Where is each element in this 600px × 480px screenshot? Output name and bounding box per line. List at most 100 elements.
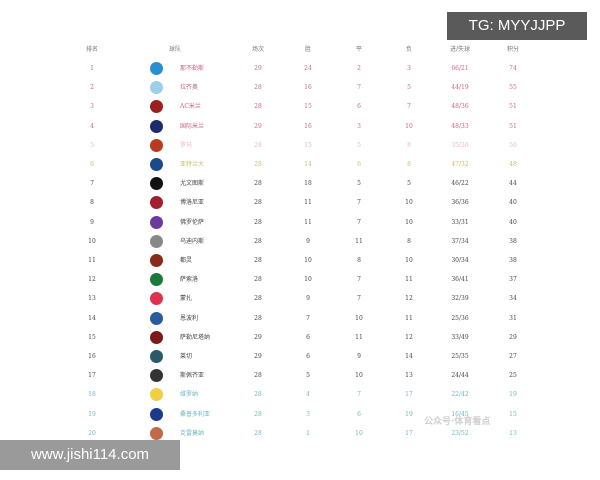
cell-goals: 25/36 [451,314,469,322]
cell-won: 24 [304,65,312,72]
cell-played: 29 [254,333,262,341]
cell-drawn: 11 [355,333,363,341]
team-name[interactable]: 那不勒斯 [180,65,205,72]
cell-won: 10 [304,276,312,284]
cell-points: 40 [509,199,517,207]
cell-drawn: 7 [357,391,361,399]
header-drawn: 平 [355,46,363,53]
cell-points: 31 [509,314,517,322]
team-name[interactable]: 桑普多利亚 [180,410,211,418]
cell-won: 14 [304,161,312,168]
team-logo-icon [150,311,163,325]
cell-points: 74 [509,65,517,72]
cell-played: 29 [254,65,262,72]
team-logo-icon [150,330,163,344]
cell-points: 29 [509,333,517,341]
team-name[interactable]: AC米兰 [180,103,201,111]
cell-drawn: 5 [357,141,361,149]
cell-lost: 12 [405,333,413,341]
team-name[interactable]: 萨勒尼塔纳 [180,333,211,341]
cell-drawn: 7 [357,84,361,92]
header-won: 胜 [304,46,312,53]
cell-points: 38 [509,257,517,264]
cell-lost: 11 [405,314,413,322]
cell-rank: 9 [90,218,94,226]
team-name[interactable]: 都灵 [180,257,193,264]
team-name[interactable]: 恩波利 [180,314,199,322]
team-name[interactable]: 莱切 [180,353,193,360]
cell-drawn: 5 [357,180,361,188]
team-name[interactable]: 尤文图斯 [180,180,205,188]
cell-goals: 36/41 [451,276,469,284]
cell-drawn: 6 [357,161,361,168]
table-row: 19 28 3 6 19 16/45 15 桑普多利亚 [72,405,542,424]
team-name[interactable]: 克雷莫纳 [180,429,205,437]
site-watermark: www.jishi114.com [0,440,180,470]
cell-lost: 7 [407,103,411,111]
table-row: 14 28 7 10 11 25/36 31 恩波利 [72,309,542,328]
cell-won: 7 [306,314,310,322]
cell-won: 3 [306,410,310,418]
cell-drawn: 10 [355,314,363,322]
cell-points: 50 [509,141,517,149]
cell-lost: 14 [405,353,413,360]
table-row: 8 28 11 7 10 36/36 40 博洛尼亚 [72,193,542,212]
cell-goals: 23/52 [451,429,469,437]
team-name[interactable]: 拉齐奥 [180,84,199,92]
team-name[interactable]: 国际米兰 [180,122,205,130]
team-name[interactable]: 萨索洛 [180,276,199,284]
team-name[interactable]: 亚特兰大 [180,161,205,168]
cell-points: 40 [509,218,517,226]
cell-goals: 66/21 [451,65,469,72]
cell-lost: 5 [407,84,411,92]
cell-drawn: 11 [355,237,363,245]
team-name[interactable]: 乌迪内斯 [180,237,205,245]
cell-played: 28 [254,237,262,245]
cell-played: 28 [254,141,262,149]
table-row: 18 28 4 7 17 22/42 19 维罗纳 [72,385,542,404]
table-row: 9 28 11 7 10 33/31 40 佛罗伦萨 [72,213,542,232]
team-name[interactable]: 博洛尼亚 [180,199,205,207]
cell-lost: 10 [405,199,413,207]
cell-lost: 10 [405,218,413,226]
cell-played: 28 [254,276,262,284]
cell-goals: 48/33 [451,122,469,130]
team-logo-icon [150,292,163,306]
cell-played: 28 [254,314,262,322]
cell-drawn: 6 [357,103,361,111]
tg-watermark: TG: MYYJJPP [447,12,587,40]
cell-points: 55 [509,84,517,92]
header-lost: 负 [405,46,413,53]
cell-played: 28 [254,410,262,418]
cell-lost: 8 [407,161,411,168]
cell-played: 28 [254,295,262,303]
cell-drawn: 2 [357,65,361,72]
cell-goals: 30/34 [451,257,469,264]
cell-goals: 25/35 [451,353,469,360]
cell-won: 18 [304,180,312,188]
cell-drawn: 7 [357,276,361,284]
cell-rank: 10 [88,237,96,245]
cell-lost: 8 [407,141,411,149]
team-name[interactable]: 蒙扎 [180,295,193,303]
cell-rank: 17 [88,372,96,380]
table-row: 5 28 15 5 8 35/26 50 罗马 [72,136,542,155]
table-row: 6 28 14 6 8 47/32 48 亚特兰大 [72,155,542,174]
cell-rank: 13 [88,295,96,303]
cell-played: 29 [254,122,262,130]
cell-drawn: 7 [357,218,361,226]
cell-goals: 46/22 [451,180,469,188]
team-name[interactable]: 罗马 [180,141,193,149]
table-row: 7 28 18 5 5 46/22 44 尤文图斯 [72,174,542,193]
cell-drawn: 8 [357,257,361,264]
team-logo-icon [150,81,163,95]
team-logo-icon [150,62,163,75]
team-name[interactable]: 佛罗伦萨 [180,218,205,226]
cell-lost: 19 [405,410,413,418]
cell-points: 51 [509,122,517,130]
team-name[interactable]: 斯佩齐亚 [180,372,205,380]
team-name[interactable]: 维罗纳 [180,391,199,399]
cell-points: 34 [509,295,517,303]
cell-won: 6 [306,353,310,360]
cell-drawn: 6 [357,410,361,418]
